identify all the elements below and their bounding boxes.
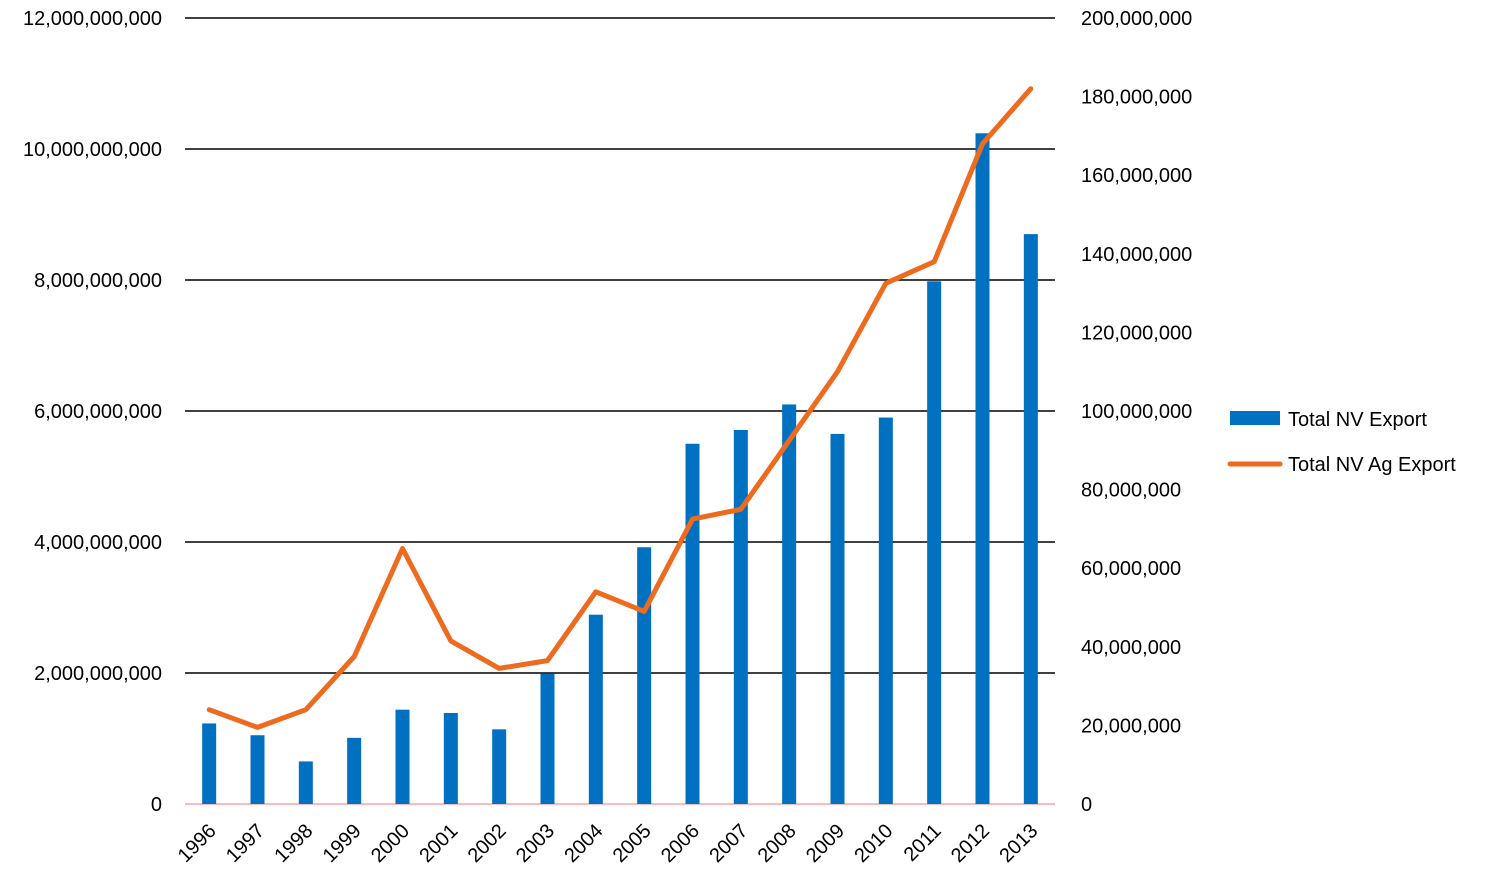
x-axis-tick-label: 2005 xyxy=(609,820,656,867)
right-axis-tick-label: 20,000,000 xyxy=(1081,715,1181,737)
bar-total-nv-export-2009 xyxy=(830,433,845,804)
bar-total-nv-export-2012 xyxy=(975,133,990,804)
x-axis-tick-label: 2000 xyxy=(367,820,414,867)
x-axis-tick-label: 2006 xyxy=(657,820,704,867)
x-axis-tick-label: 2011 xyxy=(900,820,946,866)
bar-total-nv-export-2006 xyxy=(685,443,700,804)
x-axis-tick-label: 2010 xyxy=(850,820,897,867)
x-axis-tick-label: 2001 xyxy=(415,820,462,867)
bar-series xyxy=(202,133,1038,804)
left-axis-tick-label: 0 xyxy=(151,794,162,816)
left-axis-tick-label: 8,000,000,000 xyxy=(34,270,162,292)
bar-total-nv-export-2008 xyxy=(782,404,797,804)
right-axis-tick-label: 200,000,000 xyxy=(1081,8,1192,30)
bar-total-nv-export-2011 xyxy=(927,281,942,804)
right-axis-ticks: 0 20,000,000 40,000,000 60,000,000 80,000,00… xyxy=(1081,8,1192,816)
bar-total-nv-export-1996 xyxy=(202,723,217,804)
bar-total-nv-export-2005 xyxy=(637,547,652,804)
x-axis-tick-label: 2012 xyxy=(947,820,994,867)
bar-total-nv-export-1998 xyxy=(298,761,313,804)
x-axis-tick-label: 2007 xyxy=(705,820,752,867)
legend-label-total-nv-export: Total NV Export xyxy=(1288,409,1427,431)
x-axis-tick-label: 2013 xyxy=(995,820,1042,867)
x-axis-tick-label: 2002 xyxy=(464,820,511,867)
left-axis-tick-label: 12,000,000,000 xyxy=(23,8,162,30)
right-axis-tick-label: 40,000,000 xyxy=(1081,637,1181,659)
bar-total-nv-export-1999 xyxy=(347,737,362,804)
right-axis-tick-label: 140,000,000 xyxy=(1081,244,1192,266)
legend-label-total-nv-ag-export: Total NV Ag Export xyxy=(1288,454,1456,476)
x-axis-tick-label: 2009 xyxy=(802,820,849,867)
left-axis-tick-label: 2,000,000,000 xyxy=(34,663,162,685)
x-axis-tick-label: 2003 xyxy=(512,820,559,867)
x-axis-tick-label: 2008 xyxy=(754,820,801,867)
bar-total-nv-export-2013 xyxy=(1023,234,1038,804)
bar-total-nv-export-1997 xyxy=(250,735,265,804)
x-axis-tick-label: 1998 xyxy=(270,820,317,867)
right-axis-tick-label: 100,000,000 xyxy=(1081,401,1192,423)
legend: Total NV Export Total NV Ag Export xyxy=(1227,409,1456,476)
right-axis-tick-label: 80,000,000 xyxy=(1081,480,1181,502)
left-axis-tick-label: 10,000,000,000 xyxy=(23,139,162,161)
x-axis-ticks: 1996 1997 1998 1999 2000 2001 2002 2003 2004 2005… xyxy=(174,820,1043,867)
right-axis-tick-label: 120,000,000 xyxy=(1081,322,1192,344)
right-axis-tick-label: 160,000,000 xyxy=(1081,165,1192,187)
x-axis-tick-label: 1999 xyxy=(319,820,366,867)
right-axis-tick-label: 0 xyxy=(1081,794,1092,816)
gridlines xyxy=(185,17,1055,805)
right-axis-tick-label: 180,000,000 xyxy=(1081,87,1192,109)
bar-total-nv-export-2002 xyxy=(492,729,507,804)
left-axis-tick-label: 6,000,000,000 xyxy=(34,401,162,423)
bar-total-nv-export-2001 xyxy=(443,712,458,804)
left-axis-ticks: 0 2,000,000,000 4,000,000,000 6,000,000,000… xyxy=(23,8,162,816)
line-total-nv-ag-export xyxy=(206,86,1034,730)
bar-total-nv-export-2007 xyxy=(733,429,748,804)
left-axis-tick-label: 4,000,000,000 xyxy=(34,532,162,554)
line-series xyxy=(206,86,1034,730)
bar-total-nv-export-2004 xyxy=(588,614,603,804)
right-axis-tick-label: 60,000,000 xyxy=(1081,558,1181,580)
bar-total-nv-export-2000 xyxy=(395,709,410,804)
legend-swatch-total-nv-export xyxy=(1230,411,1280,425)
bar-total-nv-export-2010 xyxy=(878,417,893,804)
x-axis-tick-label: 2004 xyxy=(560,820,607,867)
bar-total-nv-export-2003 xyxy=(540,673,555,804)
x-axis-tick-label: 1996 xyxy=(174,820,221,867)
x-axis-tick-label: 1997 xyxy=(222,820,269,867)
